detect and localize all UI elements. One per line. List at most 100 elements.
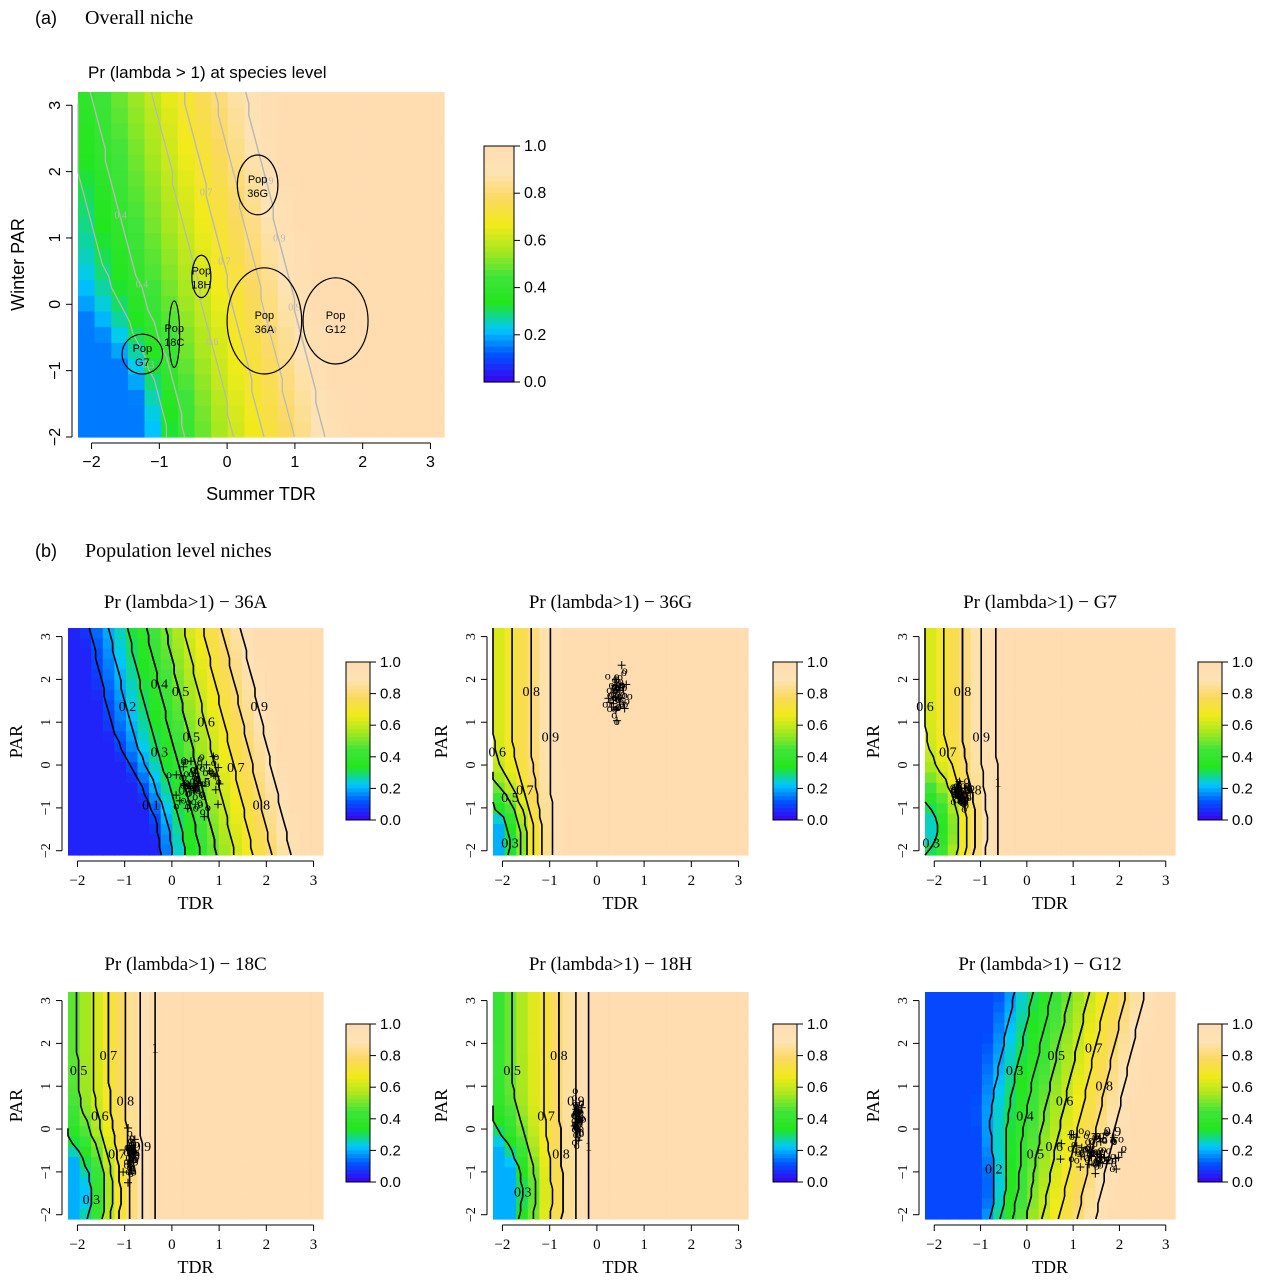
heat-cell [620,1115,633,1127]
heat-cell [1050,1012,1062,1024]
heat-cell [218,1033,231,1045]
heat-cell [1050,1064,1062,1076]
heat-cell [1084,1105,1097,1117]
point-plus [1095,1150,1104,1159]
heat-cell [1163,1012,1176,1024]
heat-cell [1140,720,1153,732]
heat-cell [126,1023,139,1034]
point-o: o [193,770,199,784]
heat-cell [655,793,668,804]
heat-cell [127,217,146,234]
heat-cell [394,405,412,422]
heat-cell [195,1136,208,1148]
heat-cell [1027,689,1040,701]
heat-cell [1118,1136,1131,1148]
colorbar-cell [773,1114,797,1120]
heat-cell [562,834,575,846]
heat-cell [94,374,112,391]
heat-cell [1140,669,1153,681]
heat-cell [690,803,703,815]
heat-cell [993,720,1006,732]
heat-cell [959,638,972,650]
point-o: o [128,1166,134,1180]
heat-cell [126,1053,139,1065]
colorbar-tick-label: 1.0 [1232,654,1253,671]
heat-cell [620,731,633,743]
heat-cell [299,1198,312,1210]
heat-cell [68,751,81,763]
heat-cell [1152,710,1165,722]
heat-cell [79,1105,92,1117]
heat-cell [1072,669,1085,681]
point-o: o [1067,1140,1073,1154]
heat-cell [137,1146,150,1158]
heat-cell [970,1208,983,1220]
heat-cell [265,772,278,784]
heat-cell [724,1053,737,1065]
point-plus [612,716,621,725]
heat-cell [195,1095,208,1107]
heat-cell [294,139,312,156]
heat-cell [632,1084,645,1096]
heat-cell [276,700,289,712]
heat-cell [126,793,139,804]
heat-cell [68,1157,81,1168]
heat-cell [227,233,245,250]
heat-cell [1095,659,1108,670]
heat-cell [1140,689,1153,701]
heat-cell [959,1064,972,1076]
heat-cell [597,1157,610,1168]
heat-cell [655,772,668,784]
contour-line [943,628,968,856]
heat-cell [227,405,245,422]
heat-cell [724,1002,737,1014]
heat-cell [551,1115,564,1127]
heat-cell [516,659,529,670]
heat-cell [288,741,301,753]
colorbar-cell [773,737,797,742]
heat-cell [126,628,139,639]
heat-cell [377,233,395,250]
heat-cell [1004,1084,1017,1096]
heat-cell [947,720,960,732]
heat-cell [597,762,610,773]
heat-cell [1038,1095,1051,1107]
heat-cell [1152,1126,1165,1137]
heat-cell [1152,1198,1165,1210]
point-o: o [964,773,970,787]
colorbar-cell [346,1043,370,1049]
heat-cell [585,793,598,804]
colorbar-cell [346,780,370,785]
heat-cell [91,751,104,763]
point-o: o [131,1136,137,1150]
heat-cell [666,700,680,712]
heat-cell [218,1136,231,1148]
heat-cell [608,669,622,681]
heat-cell [102,720,115,732]
heat-cell [724,1033,737,1045]
x-tick-label: −1 [150,454,168,471]
panel-b-caption: Population level niches [85,540,272,562]
heat-cell [195,731,208,743]
colorbar-cell [346,1028,370,1033]
colorbar-cell [773,741,797,746]
colorbar-cell [773,752,797,758]
point-o: o [129,1158,135,1172]
contour-line [980,628,989,855]
heat-cell [1015,1095,1028,1107]
heat-cell [666,1208,680,1220]
heat-cell [410,233,428,250]
x-tick-label: 1 [290,454,299,471]
heat-cell [1072,782,1085,794]
heat-cell [195,834,208,846]
heat-cell [574,1012,587,1024]
point-o: o [619,677,625,691]
y-axis-label: PAR [6,725,26,758]
heat-cell [79,1208,92,1220]
heat-cell [1106,844,1119,856]
heat-cell [632,741,645,753]
heat-cell [947,1043,960,1055]
heat-cell [1095,648,1108,660]
point-plus [129,1147,138,1156]
heat-cell [1118,1064,1131,1076]
